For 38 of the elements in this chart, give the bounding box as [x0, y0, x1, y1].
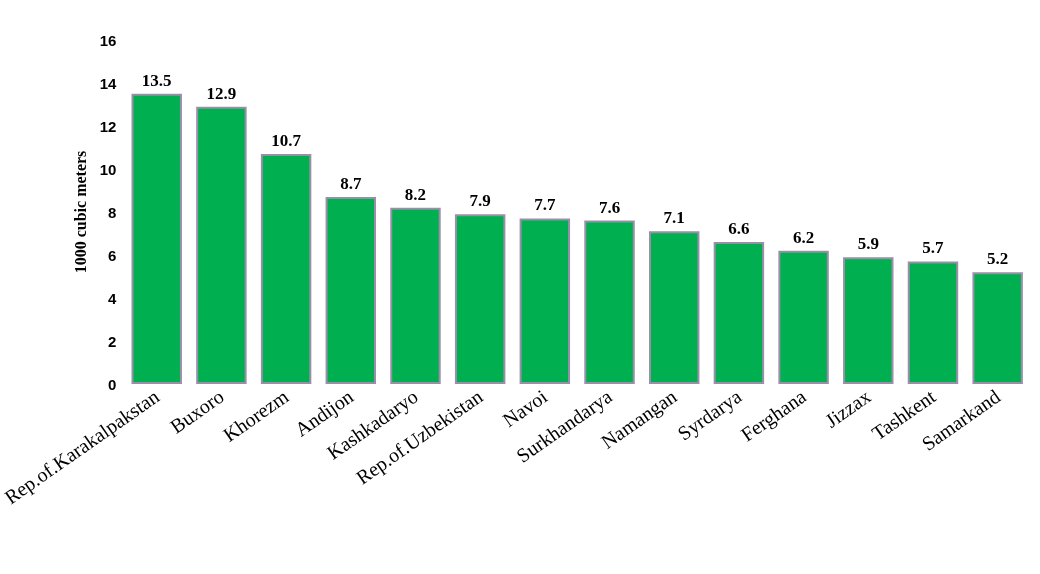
data-label: 8.2 [404, 184, 427, 204]
data-label: 13.5 [141, 70, 172, 90]
bar [843, 257, 894, 384]
bar [131, 93, 182, 384]
data-label: 6.2 [792, 227, 815, 247]
y-tick-label: 6 [108, 246, 117, 264]
bar [778, 250, 829, 384]
y-axis-title: 1000 cubic meters [72, 150, 90, 274]
y-tick-label: 4 [108, 289, 118, 307]
y-tick-label: 8 [108, 203, 117, 221]
data-label: 10.7 [271, 130, 302, 150]
bar [390, 207, 441, 384]
data-label: 7.6 [598, 197, 621, 217]
data-label: 8.7 [340, 173, 362, 193]
data-label: 7.1 [663, 208, 685, 228]
bar [907, 261, 959, 384]
bar [584, 220, 635, 384]
y-tick-label: 12 [99, 117, 117, 135]
y-tick-label: 10 [99, 160, 117, 178]
data-label: 5.9 [857, 234, 879, 254]
y-tick-label: 14 [99, 74, 118, 92]
data-label: 6.6 [728, 219, 750, 239]
bar [325, 196, 377, 384]
data-label: 12.9 [206, 83, 237, 103]
data-label: 7.7 [534, 195, 556, 215]
bar [519, 218, 571, 384]
bar [260, 153, 312, 384]
data-label: 5.7 [922, 238, 945, 258]
y-tick-label: 0 [108, 375, 117, 393]
y-tick-label: 16 [99, 31, 117, 49]
bar [972, 272, 1023, 384]
bar [454, 214, 506, 384]
bar [196, 106, 247, 384]
data-label: 7.9 [469, 191, 491, 211]
bar [713, 242, 765, 384]
y-tick-label: 2 [108, 332, 117, 350]
bar [648, 231, 700, 384]
data-label: 5.2 [987, 249, 1009, 269]
